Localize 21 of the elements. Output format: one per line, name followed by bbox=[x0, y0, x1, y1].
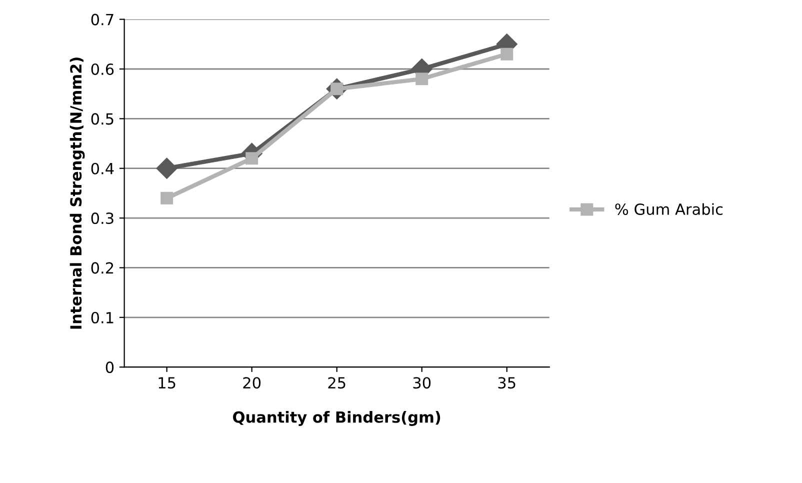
y-tick-label: 0.6 bbox=[91, 63, 114, 76]
point bbox=[416, 72, 428, 86]
y-tick-label: 0.2 bbox=[91, 262, 114, 274]
x-tick-label: 20 bbox=[243, 377, 261, 389]
y-tick-label: 0.4 bbox=[91, 162, 114, 174]
point bbox=[160, 192, 174, 204]
point bbox=[246, 152, 258, 165]
x-axis-title: Quantity of Binders(gm) bbox=[233, 411, 440, 426]
y-tick-label: 0.3 bbox=[91, 212, 114, 224]
legend-label: % Gum Arabic bbox=[615, 203, 723, 216]
y-tick-label: 0 bbox=[106, 362, 114, 374]
point bbox=[500, 48, 514, 60]
x-tick-label: 25 bbox=[328, 377, 346, 389]
x-tick-label: 35 bbox=[498, 377, 516, 389]
y-tick-label: 0.1 bbox=[91, 312, 114, 324]
x-tick-label: 15 bbox=[158, 377, 176, 389]
x-tick-label: 30 bbox=[413, 377, 431, 389]
y-tick-label: 0.7 bbox=[91, 14, 114, 26]
y-axis-title: Internal Bond Strength(N/mm2) bbox=[70, 58, 85, 329]
y-tick-label: 0.5 bbox=[91, 113, 114, 125]
point bbox=[156, 158, 178, 179]
